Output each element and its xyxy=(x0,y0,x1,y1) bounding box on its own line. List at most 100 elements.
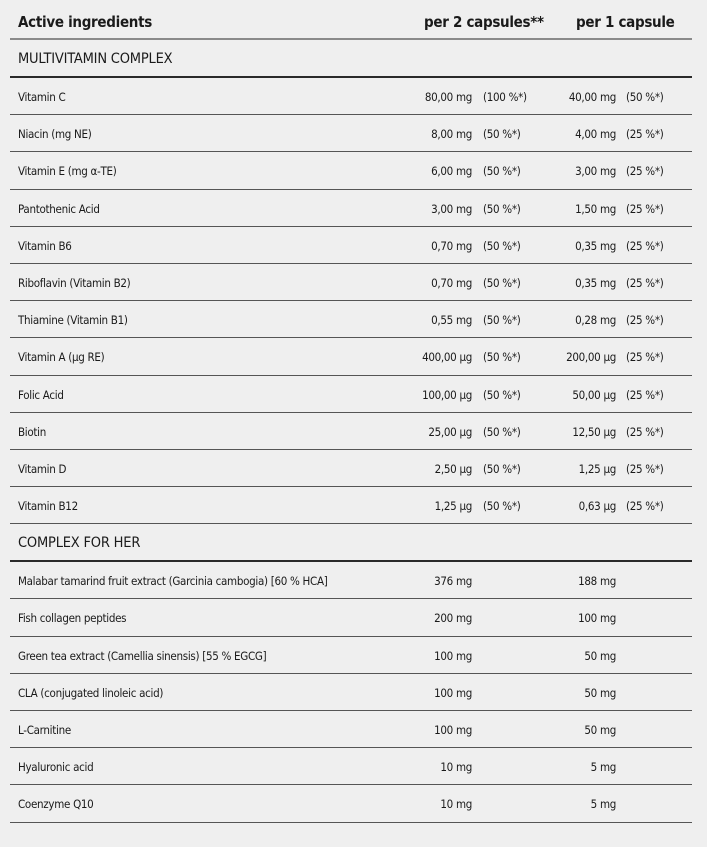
percent-per-2: (50 %*) xyxy=(483,275,521,290)
table-row: Hyaluronic acid 10 mg 5 mg xyxy=(10,748,692,786)
table-row: Pantothenic Acid 3,00 mg (50 %*) 1,50 mg (25… xyxy=(10,190,692,227)
table-row: Niacin (mg NE) 8,00 mg (50 %*) 4,00 mg (25 %… xyxy=(10,115,692,153)
ingredient-name: Biotin xyxy=(18,424,46,439)
header-active-ingredients: Active ingredients xyxy=(18,13,153,31)
percent-per-1: (25 %*) xyxy=(626,499,664,514)
ingredient-name: Vitamin C xyxy=(18,90,66,104)
percent-per-2: (50 %*) xyxy=(483,164,521,179)
amount-per-2: 376 mg xyxy=(434,574,472,589)
table-row: Vitamin A (µg RE) 400,00 µg (50 %*) 200,00 … xyxy=(10,338,692,376)
table-row: Fish collagen peptides 200 mg 100 mg xyxy=(10,599,692,637)
amount-per-2: 0,70 mg xyxy=(431,275,472,290)
ingredient-name: Vitamin B12 xyxy=(18,499,78,514)
amount-per-2: 400,00 µg xyxy=(422,350,472,365)
amount-per-2: 80,00 mg xyxy=(424,90,472,104)
table-header: Active ingredients per 2 capsules** per … xyxy=(10,0,692,40)
percent-per-2: (100 %*) xyxy=(483,90,527,104)
percent-per-1: (25 %*) xyxy=(626,275,664,290)
amount-per-1: 0,35 mg xyxy=(575,275,616,290)
amount-per-2: 100,00 µg xyxy=(422,387,472,402)
table-row: Vitamin C 80,00 mg (100 %*) 40,00 mg (50 %*) xyxy=(10,78,692,116)
ingredients-table: Active ingredients per 2 capsules** per … xyxy=(10,0,692,823)
percent-per-1: (25 %*) xyxy=(626,461,664,476)
percent-per-2: (50 %*) xyxy=(483,499,521,514)
table-row: Riboflavin (Vitamin B2) 0,70 mg (50 %*) 0,3… xyxy=(10,264,692,302)
amount-per-2: 100 mg xyxy=(434,723,472,737)
table-row: Vitamin D 2,50 µg (50 %*) 1,25 µg (25 %*) xyxy=(10,450,692,488)
table-row: Vitamin B12 1,25 µg (50 %*) 0,63 µg (25 %*) xyxy=(10,487,692,525)
header-per-2-capsules: per 2 capsules** xyxy=(424,13,544,31)
section-header: COMPLEX FOR HER xyxy=(10,524,692,563)
amount-per-1: 5 mg xyxy=(590,797,617,812)
ingredient-name: Thiamine (Vitamin B1) xyxy=(18,313,128,328)
amount-per-1: 0,35 mg xyxy=(575,238,616,253)
amount-per-1: 40,00 mg xyxy=(568,90,616,104)
ingredient-name: Vitamin A (µg RE) xyxy=(18,350,105,365)
ingredient-name: Malabar tamarind fruit extract (Garcinia… xyxy=(18,574,328,589)
percent-per-1: (25 %*) xyxy=(626,164,664,179)
amount-per-1: 100 mg xyxy=(578,611,616,626)
percent-per-2: (50 %*) xyxy=(483,461,521,476)
amount-per-2: 10 mg xyxy=(440,760,472,775)
percent-per-2: (50 %*) xyxy=(483,238,521,253)
percent-per-2: (50 %*) xyxy=(483,201,521,216)
amount-per-1: 3,00 mg xyxy=(575,164,616,179)
amount-per-2: 200 mg xyxy=(434,611,472,626)
percent-per-2: (50 %*) xyxy=(483,387,521,402)
ingredient-name: Vitamin D xyxy=(18,461,67,476)
ingredient-name: Folic Acid xyxy=(18,387,64,402)
percent-per-2: (50 %*) xyxy=(483,350,521,365)
amount-per-2: 2,50 µg xyxy=(434,461,473,476)
amount-per-2: 6,00 mg xyxy=(431,164,472,179)
table-row: CLA (conjugated linoleic acid) 100 mg 50 m… xyxy=(10,674,692,711)
ingredient-name: Green tea extract (Camellia sinensis) [5… xyxy=(18,648,267,663)
percent-per-2: (50 %*) xyxy=(483,127,521,142)
ingredient-name: Vitamin E (mg α-TE) xyxy=(18,164,117,179)
percent-per-1: (50 %*) xyxy=(626,90,664,104)
percent-per-1: (25 %*) xyxy=(626,350,664,365)
amount-per-1: 1,25 µg xyxy=(578,461,617,476)
percent-per-2: (50 %*) xyxy=(483,424,521,439)
amount-per-1: 1,50 mg xyxy=(575,201,616,216)
amount-per-1: 4,00 mg xyxy=(575,127,616,142)
amount-per-2: 0,70 mg xyxy=(431,238,472,253)
section-title: MULTIVITAMIN COMPLEX xyxy=(18,51,173,67)
table-row: Biotin 25,00 µg (50 %*) 12,50 µg (25 %*) xyxy=(10,413,692,450)
section-title: COMPLEX FOR HER xyxy=(18,535,141,552)
amount-per-1: 0,63 µg xyxy=(578,499,617,514)
amount-per-2: 100 mg xyxy=(434,648,472,663)
percent-per-1: (25 %*) xyxy=(626,313,664,328)
percent-per-1: (25 %*) xyxy=(626,127,664,142)
table-row: Folic Acid 100,00 µg (50 %*) 50,00 µg (25 %*… xyxy=(10,376,692,413)
ingredient-name: Riboflavin (Vitamin B2) xyxy=(18,275,131,290)
amount-per-1: 0,28 mg xyxy=(575,313,616,328)
amount-per-1: 50 mg xyxy=(584,723,616,737)
amount-per-2: 0,55 mg xyxy=(431,313,472,328)
percent-per-1: (25 %*) xyxy=(626,424,664,439)
percent-per-2: (50 %*) xyxy=(483,313,521,328)
amount-per-1: 200,00 µg xyxy=(566,350,616,365)
amount-per-1: 188 mg xyxy=(578,574,616,589)
amount-per-1: 12,50 µg xyxy=(572,424,616,439)
percent-per-1: (25 %*) xyxy=(626,201,664,216)
ingredient-name: Fish collagen peptides xyxy=(18,611,127,626)
amount-per-1: 50 mg xyxy=(584,685,616,700)
table-row: Thiamine (Vitamin B1) 0,55 mg (50 %*) 0,28 … xyxy=(10,301,692,339)
section-header: MULTIVITAMIN COMPLEX xyxy=(10,40,692,78)
amount-per-1: 50,00 µg xyxy=(572,387,616,402)
amount-per-2: 25,00 µg xyxy=(428,424,472,439)
percent-per-1: (25 %*) xyxy=(626,387,664,402)
table-row: Coenzyme Q10 10 mg 5 mg xyxy=(10,785,692,823)
table-row: Vitamin E (mg α-TE) 6,00 mg (50 %*) 3,00 mg… xyxy=(10,152,692,190)
amount-per-2: 10 mg xyxy=(440,797,472,812)
ingredient-name: Pantothenic Acid xyxy=(18,201,100,216)
ingredient-name: Hyaluronic acid xyxy=(18,760,94,775)
table-row: Vitamin B6 0,70 mg (50 %*) 0,35 mg (25 %*) xyxy=(10,227,692,264)
ingredient-name: Coenzyme Q10 xyxy=(18,797,94,812)
amount-per-2: 100 mg xyxy=(434,685,472,700)
amount-per-2: 3,00 mg xyxy=(431,201,472,216)
ingredient-name: Niacin (mg NE) xyxy=(18,127,92,142)
percent-per-1: (25 %*) xyxy=(626,238,664,253)
table-row: Malabar tamarind fruit extract (Garcinia… xyxy=(10,562,692,600)
amount-per-1: 50 mg xyxy=(584,648,616,663)
